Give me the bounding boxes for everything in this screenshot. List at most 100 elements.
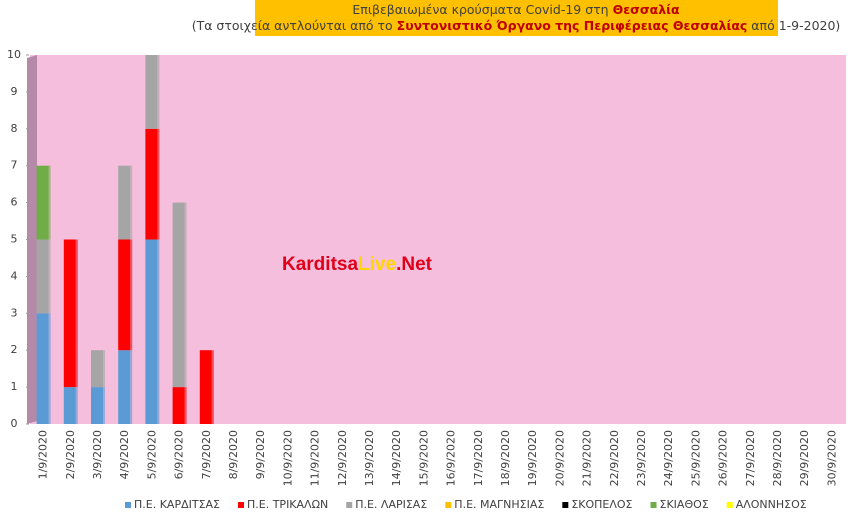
legend-swatch [346,502,353,508]
x-tick-label: 6/9/2020 [173,430,186,479]
x-tick-label: 24/9/2020 [662,430,675,486]
y-tick-label: 1 [11,380,18,393]
legend-swatch [125,502,131,508]
bar-segment [145,55,158,129]
watermark-part: .Net [396,254,433,275]
bar-segment [36,165,49,240]
title-box [255,0,778,36]
bar-segment [145,239,158,424]
bar-side [157,239,160,424]
bar-segment [118,239,131,351]
x-tick-label: 9/9/2020 [254,430,267,479]
x-tick-label: 4/9/2020 [118,430,131,479]
x-tick-label: 29/9/2020 [798,430,811,486]
watermark-part: Live [358,254,396,275]
bar-side [48,313,51,424]
bar-segment [172,202,185,388]
bar-side [130,239,133,351]
legend-label: Π.Ε. ΚΑΡΔΙΤΣΑΣ [134,498,220,511]
legend-swatch [238,502,244,508]
watermark-part: Karditsa [282,254,358,275]
x-tick-label: 5/9/2020 [145,430,158,479]
y-tick-label: 4 [11,269,18,282]
x-tick-label: 22/9/2020 [608,430,621,486]
x-tick-label: 18/9/2020 [499,430,512,486]
plot-area [30,55,846,424]
bar-side [75,387,78,424]
bar-side [130,350,133,424]
x-tick-label: 26/9/2020 [717,430,730,486]
x-tick-label: 25/9/2020 [689,430,702,486]
x-tick-label: 8/9/2020 [227,430,240,479]
x-tick-label: 13/9/2020 [363,430,376,486]
bar-segment [118,350,131,424]
x-tick-label: 19/9/2020 [526,430,539,486]
y-tick-label: 2 [11,343,18,356]
bar-side [157,55,160,129]
chart-title: Επιβεβαιωμένα κρούσματα Covid-19 στη Θεσ… [352,2,680,17]
bar-segment [36,313,49,424]
watermark: KarditsaLive.Net [282,254,433,275]
bar-side [184,387,187,424]
side-wall [27,55,37,424]
bar-side [184,202,187,388]
bar-segment [91,387,103,424]
legend-swatch [650,502,657,508]
title-part: Συντονιστικό Όργανο της Περιφέρειας Θεσσ… [397,18,748,33]
title-part: από 1-9-2020) [747,18,840,33]
legend-label: Π.Ε. ΜΑΓΝΗΣΙΑΣ [454,498,544,511]
bar-side [48,239,51,314]
x-tick-label: 16/9/2020 [445,430,458,486]
x-tick-label: 14/9/2020 [390,430,403,486]
x-tick-label: 27/9/2020 [744,430,757,486]
bar-side [103,350,105,388]
legend-label: ΣΚΟΠΕΛΟΣ [571,498,632,511]
x-tick-label: 3/9/2020 [91,430,104,479]
bar-segment [199,350,212,424]
x-tick-label: 1/9/2020 [37,430,50,479]
chart-title: (Τα στοιχεία αντλούνται από το Συντονιστ… [192,18,841,33]
legend-label: Π.Ε. ΤΡΙΚΑΛΩΝ [247,498,328,511]
x-tick-label: 23/9/2020 [635,430,648,486]
y-tick-label: 3 [11,306,18,319]
legend-label: Π.Ε. ΛΑΡΙΣΑΣ [355,498,427,511]
title-part: (Τα στοιχεία αντλούνται από το [192,18,397,33]
bar-side [157,128,160,240]
x-tick-label: 12/9/2020 [336,430,349,486]
bar-segment [63,387,76,424]
x-tick-label: 21/9/2020 [581,430,594,486]
x-tick-label: 28/9/2020 [771,430,784,486]
legend-label: ΣΚΙΑΘΟΣ [660,498,709,511]
bar-side [211,350,214,424]
y-tick-label: 7 [11,159,18,172]
x-tick-label: 11/9/2020 [309,430,322,486]
bar-side [75,239,78,388]
y-tick-label: 8 [11,122,18,135]
x-tick-label: 10/9/2020 [281,430,294,486]
legend-label: ΑΛΟΝΝΗΣΟΣ [736,498,807,511]
title-part: Επιβεβαιωμένα κρούσματα Covid-19 στη [352,2,612,17]
y-tick-label: 6 [11,196,18,209]
y-tick-label: 5 [11,233,18,246]
x-tick-label: 20/9/2020 [553,430,566,486]
x-tick-label: 17/9/2020 [472,430,485,486]
bar-segment [91,350,103,388]
bar-segment [36,239,49,314]
y-tick-label: 0 [11,417,18,430]
legend-swatch [562,502,569,508]
legend-swatch [726,502,733,508]
bar-segment [145,128,158,240]
y-tick-label: 9 [11,85,18,98]
bar-segment [63,239,76,388]
x-tick-label: 2/9/2020 [64,430,77,479]
title-part: Θεσσαλία [613,2,680,17]
y-tick-label: 10 [7,48,21,61]
x-tick-label: 30/9/2020 [825,430,838,486]
bar-side [103,387,105,424]
legend-swatch [445,502,452,508]
x-tick-label: 7/9/2020 [200,430,213,479]
bar-segment [172,387,185,424]
bar-side [48,165,51,240]
